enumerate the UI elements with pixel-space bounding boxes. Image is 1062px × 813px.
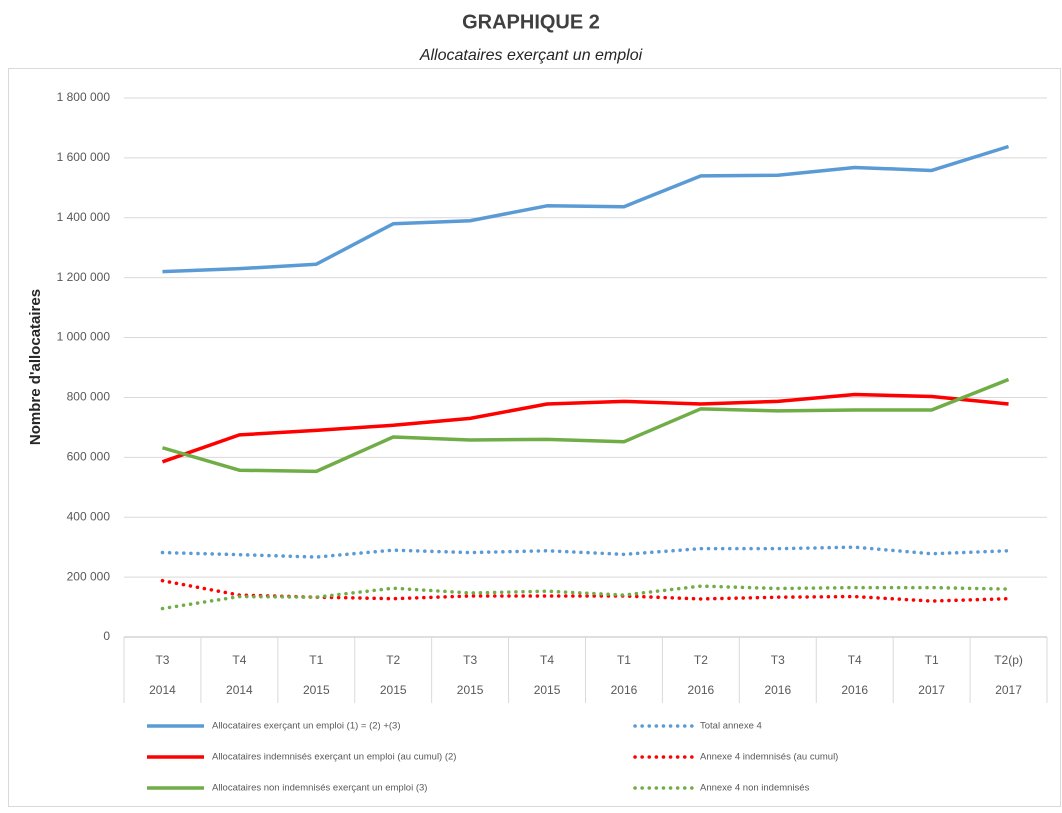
x-tick-label: T4: [540, 653, 554, 667]
x-tick-label: T2: [694, 653, 708, 667]
x-tick-label: T4: [848, 653, 862, 667]
legend-label: Allocataires exerçant un emploi (1) = (2…: [212, 721, 401, 732]
y-tick-label: 1 800 000: [57, 90, 111, 104]
y-axis-label: Nombre d'allocataires: [27, 289, 44, 445]
y-tick-label: 200 000: [67, 569, 111, 583]
series-line: [161, 392, 1009, 464]
x-year-label: 2014: [226, 683, 253, 697]
series-line: [162, 144, 1010, 274]
legend-label: Annexe 4 non indemnisés: [700, 783, 810, 794]
x-year-label: 2015: [303, 683, 330, 697]
x-year-label: 2016: [611, 683, 638, 697]
x-tick-label: T3: [463, 653, 477, 667]
y-tick-label: 800 000: [67, 390, 111, 404]
y-tick-label: 1 000 000: [57, 330, 111, 344]
x-tick-label: T2(p): [994, 653, 1023, 667]
y-tick-label: 1 200 000: [57, 270, 111, 284]
x-tick-label: T1: [617, 653, 631, 667]
y-tick-label: 600 000: [67, 450, 111, 464]
chart-subtitle: Allocataires exerçant un emploi: [419, 47, 643, 64]
chart-title: GRAPHIQUE 2: [462, 11, 600, 33]
x-year-label: 2015: [534, 683, 561, 697]
x-year-label: 2017: [995, 683, 1022, 697]
x-year-label: 2017: [918, 683, 945, 697]
x-year-label: 2015: [380, 683, 407, 697]
series-line: [160, 584, 1011, 611]
x-year-label: 2016: [841, 683, 868, 697]
series-line: [161, 377, 1010, 474]
x-tick-label: T1: [925, 653, 939, 667]
y-tick-label: 400 000: [67, 509, 111, 523]
x-tick-label: T3: [155, 653, 169, 667]
x-year-label: 2016: [764, 683, 791, 697]
x-tick-label: T3: [771, 653, 785, 667]
legend-label: Allocataires indemnisés exerçant un empl…: [212, 752, 456, 763]
y-tick-label: 1 600 000: [57, 150, 111, 164]
x-tick-label: T4: [232, 653, 246, 667]
chart-border: [8, 68, 1061, 807]
legend-label: Allocataires non indemnisés exerçant un …: [212, 783, 427, 794]
legend-label: Total annexe 4: [700, 721, 762, 732]
x-year-label: 2014: [149, 683, 176, 697]
x-year-label: 2015: [457, 683, 484, 697]
x-tick-label: T1: [309, 653, 323, 667]
legend-label: Annexe 4 indemnisés (au cumul): [700, 752, 838, 763]
series-line: [160, 545, 1011, 559]
x-year-label: 2016: [688, 683, 715, 697]
x-tick-label: T2: [386, 653, 400, 667]
y-tick-label: 0: [103, 629, 110, 643]
y-tick-label: 1 400 000: [57, 210, 111, 224]
